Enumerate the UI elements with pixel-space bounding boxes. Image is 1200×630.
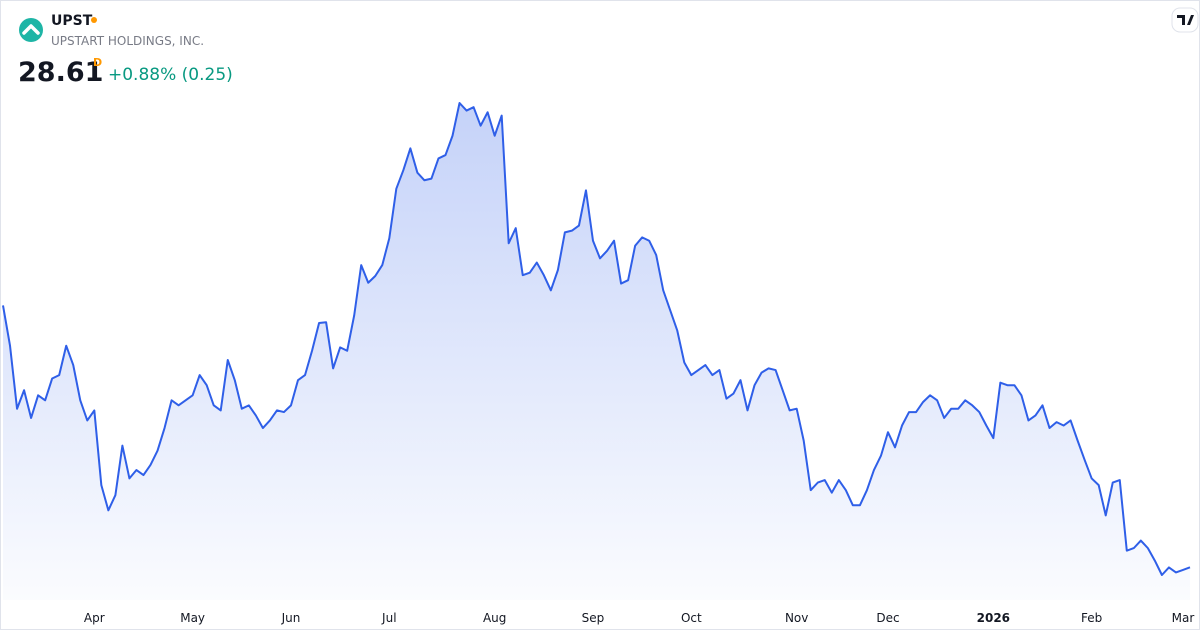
x-tick-label: 2026 bbox=[977, 611, 1010, 625]
x-tick-label: May bbox=[180, 611, 205, 625]
x-tick-label: Sep bbox=[582, 611, 605, 625]
x-tick-label: Mar bbox=[1172, 611, 1195, 625]
logo bbox=[19, 18, 43, 42]
symbol: UPST bbox=[51, 13, 93, 29]
plot: Apr May Jun Jul Aug Sep Oct Nov Dec 2026 Feb Mar bbox=[2, 102, 1195, 625]
area-fill bbox=[3, 103, 1190, 600]
tv-logo bbox=[1171, 7, 1199, 33]
x-tick-label: Jul bbox=[381, 611, 396, 625]
x-tick-label: Aug bbox=[483, 611, 506, 625]
x-tick-label: Oct bbox=[681, 611, 702, 625]
x-tick-label: Nov bbox=[785, 611, 808, 625]
change: +0.88% (0.25) bbox=[108, 65, 233, 85]
logo-mark bbox=[22, 24, 40, 35]
price: 28.61 bbox=[18, 57, 103, 88]
x-tick-label: Apr bbox=[84, 611, 105, 625]
company: UPSTART HOLDINGS, INC. bbox=[51, 34, 204, 48]
x-tick-label: Jun bbox=[281, 611, 301, 625]
price-line bbox=[2, 102, 1191, 576]
x-tick-label: Dec bbox=[876, 611, 899, 625]
interval: D bbox=[93, 56, 102, 69]
x-tick-label: Feb bbox=[1081, 611, 1102, 625]
status-dot bbox=[91, 17, 97, 23]
